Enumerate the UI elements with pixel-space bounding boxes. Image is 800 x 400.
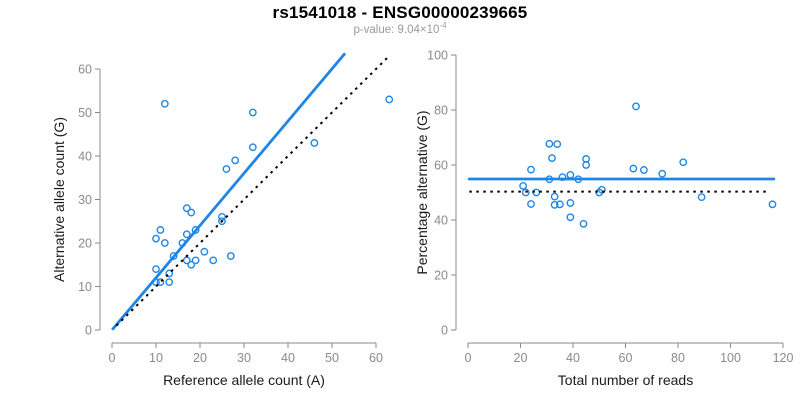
pvalue-base: 9.04×10 xyxy=(397,24,440,36)
data-point xyxy=(209,256,218,265)
data-point xyxy=(548,154,556,163)
y-tick-label: 60 xyxy=(434,158,448,172)
y-tick-label: 80 xyxy=(434,103,448,117)
y-axis-title: Percentage alternative (G) xyxy=(414,110,430,274)
data-point xyxy=(582,155,591,163)
y-axis-title: Alternative allele count (G) xyxy=(51,117,67,282)
data-point xyxy=(248,108,257,117)
data-point xyxy=(555,200,564,209)
x-axis-title: Total number of reads xyxy=(558,372,693,388)
x-tick-label: 30 xyxy=(237,351,251,365)
data-point xyxy=(156,226,165,234)
data-point xyxy=(597,185,606,194)
y-tick-label: 10 xyxy=(78,280,92,294)
y-tick-label: 0 xyxy=(441,323,448,337)
data-point xyxy=(519,181,528,190)
coverage-vs-percentage-scatter: 0 20 40 60 80 100 120 0 20 40 60 80 100 Total number … xyxy=(414,48,793,388)
data-point xyxy=(632,102,640,111)
y-tick-label: 30 xyxy=(78,193,92,207)
data-point xyxy=(182,230,191,239)
ref-vs-alt-scatter: 0 10 20 30 40 50 60 0 10 20 30 40 50 60 Reference alle… xyxy=(51,52,394,388)
data-point xyxy=(231,156,240,165)
y-tick-label: 100 xyxy=(427,48,448,62)
data-point xyxy=(182,204,191,213)
data-point xyxy=(658,169,667,178)
figure-subtitle: p-value: 9.04×10-4 xyxy=(0,21,800,36)
data-point xyxy=(697,193,706,202)
data-point xyxy=(218,217,226,226)
data-point xyxy=(156,278,165,287)
x-tick-label: 40 xyxy=(281,351,295,365)
data-point xyxy=(191,226,200,234)
data-point xyxy=(152,265,160,273)
data-point xyxy=(639,166,648,174)
data-point xyxy=(385,95,394,104)
data-point xyxy=(629,164,638,173)
data-point xyxy=(200,247,209,256)
pvalue-exponent: -4 xyxy=(439,21,447,31)
data-point xyxy=(222,165,231,173)
data-point xyxy=(579,219,588,228)
y-tick-label: 40 xyxy=(78,149,92,163)
data-point xyxy=(550,200,559,209)
data-point xyxy=(768,200,777,209)
pvalue-prefix: p-value: xyxy=(353,24,398,36)
data-point xyxy=(248,143,257,152)
data-point xyxy=(187,260,196,269)
x-tick-label: 10 xyxy=(149,351,163,365)
x-tick-label: 80 xyxy=(671,351,685,365)
data-point xyxy=(182,256,191,265)
data-point xyxy=(527,165,535,174)
data-point xyxy=(160,99,169,108)
data-point xyxy=(310,139,319,147)
y-tick-label: 0 xyxy=(85,323,92,337)
data-point xyxy=(152,234,160,243)
y-tick-label: 20 xyxy=(78,236,92,250)
x-tick-label: 20 xyxy=(193,351,207,365)
x-tick-label: 60 xyxy=(619,351,633,365)
y-tick-label: 20 xyxy=(434,268,448,282)
x-tick-label: 0 xyxy=(109,351,116,365)
x-tick-label: 100 xyxy=(720,351,741,365)
data-point xyxy=(160,239,169,247)
data-point xyxy=(187,208,196,217)
data-point xyxy=(566,213,575,222)
data-point xyxy=(165,269,174,278)
data-point xyxy=(566,170,575,179)
data-point xyxy=(527,200,535,208)
x-tick-label: 120 xyxy=(773,351,794,365)
data-point xyxy=(218,212,226,221)
data-point xyxy=(169,252,178,260)
x-tick-label: 60 xyxy=(369,351,383,365)
data-point xyxy=(165,278,174,287)
x-axis-title: Reference allele count (A) xyxy=(163,372,325,388)
data-point xyxy=(679,158,688,167)
data-point xyxy=(550,192,559,201)
x-tick-label: 40 xyxy=(566,351,580,365)
data-point xyxy=(521,188,530,197)
figure-title: rs1541018 - ENSG00000239665 xyxy=(272,3,528,22)
data-point xyxy=(226,252,235,260)
x-tick-label: 50 xyxy=(325,351,339,365)
x-tick-label: 0 xyxy=(465,351,472,365)
data-point xyxy=(191,256,200,265)
x-tick-label: 20 xyxy=(514,351,528,365)
identity-line xyxy=(115,56,390,327)
fit-line xyxy=(111,52,346,331)
data-point xyxy=(553,140,562,149)
data-point xyxy=(566,199,575,207)
y-tick-label: 60 xyxy=(78,62,92,76)
data-point xyxy=(545,139,554,148)
y-tick-label: 40 xyxy=(434,213,448,227)
y-tick-label: 50 xyxy=(78,106,92,120)
